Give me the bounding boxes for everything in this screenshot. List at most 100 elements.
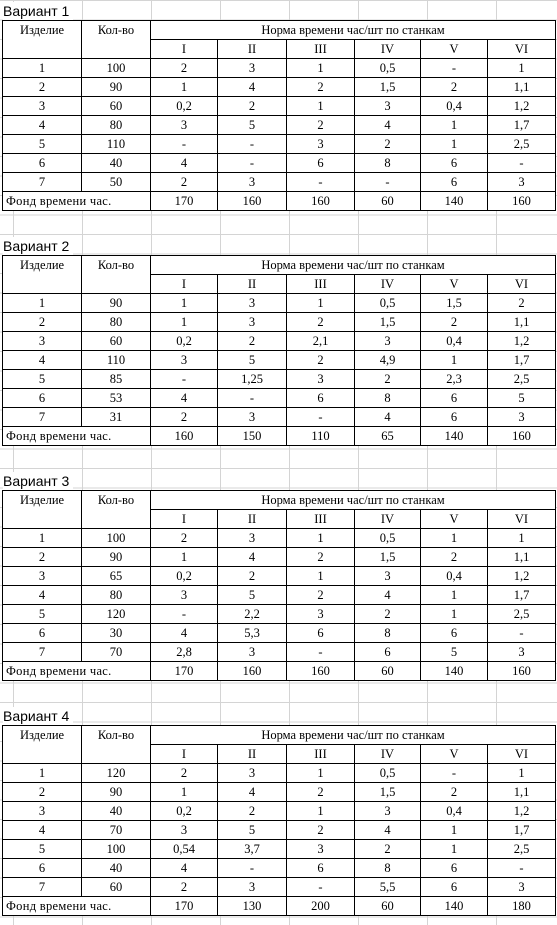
norm-cell[interactable]: 6 (420, 153, 488, 173)
header-machine-3[interactable]: III (286, 39, 355, 59)
norm-cell[interactable]: 6 (286, 153, 355, 173)
fund-cell[interactable]: 140 (420, 661, 488, 681)
fund-cell[interactable]: 140 (420, 896, 488, 916)
norm-cell[interactable]: 1 (286, 96, 355, 116)
header-machine-4[interactable]: IV (354, 509, 421, 529)
qty-cell[interactable]: 100 (81, 528, 151, 548)
norm-cell[interactable]: 4,9 (354, 350, 421, 370)
norm-cell[interactable]: 2 (217, 801, 287, 821)
qty-cell[interactable]: 100 (81, 58, 151, 78)
norm-cell[interactable]: 0,4 (420, 331, 488, 351)
norm-cell[interactable]: 3 (217, 172, 287, 192)
qty-cell[interactable]: 53 (81, 388, 151, 408)
header-qty[interactable]: Кол-во (81, 255, 151, 294)
norm-cell[interactable]: 6 (420, 623, 488, 643)
norm-cell[interactable]: 3 (487, 642, 556, 662)
fund-cell[interactable]: 160 (217, 191, 287, 211)
norm-cell[interactable]: - (150, 369, 218, 389)
norm-cell[interactable]: 1,2 (487, 96, 556, 116)
norm-cell[interactable]: - (286, 172, 355, 192)
norm-cell[interactable]: 3 (487, 877, 556, 897)
norm-cell[interactable]: 3 (286, 369, 355, 389)
norm-cell[interactable]: - (286, 407, 355, 427)
product-id-cell[interactable]: 5 (2, 369, 82, 389)
norm-cell[interactable]: 1,2 (487, 331, 556, 351)
norm-cell[interactable]: 1 (420, 604, 488, 624)
norm-cell[interactable]: 2 (150, 58, 218, 78)
norm-cell[interactable]: 2 (420, 782, 488, 802)
norm-cell[interactable]: 1 (286, 58, 355, 78)
norm-cell[interactable]: 5 (217, 820, 287, 840)
norm-cell[interactable]: 3 (286, 604, 355, 624)
norm-cell[interactable]: 2 (286, 312, 355, 332)
norm-cell[interactable]: 2 (217, 331, 287, 351)
norm-cell[interactable]: 4 (354, 407, 421, 427)
qty-cell[interactable]: 50 (81, 172, 151, 192)
product-id-cell[interactable]: 2 (2, 77, 82, 97)
product-id-cell[interactable]: 5 (2, 839, 82, 859)
qty-cell[interactable]: 110 (81, 350, 151, 370)
norm-cell[interactable]: 2 (286, 547, 355, 567)
header-qty[interactable]: Кол-во (81, 20, 151, 59)
product-id-cell[interactable]: 4 (2, 585, 82, 605)
fund-cell[interactable]: 110 (286, 426, 355, 446)
header-machine-1[interactable]: I (150, 509, 218, 529)
norm-cell[interactable]: 2 (354, 134, 421, 154)
product-id-cell[interactable]: 1 (2, 293, 82, 313)
product-id-cell[interactable]: 1 (2, 763, 82, 783)
product-id-cell[interactable]: 6 (2, 858, 82, 878)
norm-cell[interactable]: 4 (217, 77, 287, 97)
norm-cell[interactable]: 3 (217, 763, 287, 783)
norm-cell[interactable]: 0,4 (420, 801, 488, 821)
norm-cell[interactable]: 4 (354, 820, 421, 840)
norm-cell[interactable]: 3 (286, 839, 355, 859)
norm-cell[interactable]: 1,1 (487, 77, 556, 97)
product-id-cell[interactable]: 3 (2, 331, 82, 351)
norm-cell[interactable]: 3 (217, 312, 287, 332)
header-machine-5[interactable]: V (420, 509, 488, 529)
product-id-cell[interactable]: 4 (2, 350, 82, 370)
product-id-cell[interactable]: 2 (2, 547, 82, 567)
qty-cell[interactable]: 100 (81, 839, 151, 859)
norm-cell[interactable]: 6 (420, 388, 488, 408)
norm-cell[interactable]: 3 (150, 350, 218, 370)
qty-cell[interactable]: 90 (81, 782, 151, 802)
qty-cell[interactable]: 110 (81, 134, 151, 154)
header-machine-2[interactable]: II (217, 39, 287, 59)
norm-cell[interactable]: 2 (420, 547, 488, 567)
norm-cell[interactable]: 6 (420, 877, 488, 897)
qty-cell[interactable]: 85 (81, 369, 151, 389)
header-machine-1[interactable]: I (150, 274, 218, 294)
norm-cell[interactable]: 5,5 (354, 877, 421, 897)
header-machine-3[interactable]: III (286, 274, 355, 294)
header-machine-1[interactable]: I (150, 744, 218, 764)
norm-cell[interactable]: 1 (150, 293, 218, 313)
norm-cell[interactable]: 3 (217, 877, 287, 897)
norm-cell[interactable]: - (217, 388, 287, 408)
norm-cell[interactable]: 2 (286, 115, 355, 135)
qty-cell[interactable]: 40 (81, 801, 151, 821)
norm-cell[interactable]: 5 (217, 350, 287, 370)
header-machine-6[interactable]: VI (487, 744, 556, 764)
header-norm[interactable]: Норма времени час/шт по станкам (150, 725, 556, 745)
header-machine-2[interactable]: II (217, 509, 287, 529)
header-product[interactable]: Изделие (2, 255, 82, 294)
norm-cell[interactable]: 8 (354, 623, 421, 643)
qty-cell[interactable]: 60 (81, 331, 151, 351)
norm-cell[interactable]: 8 (354, 858, 421, 878)
header-machine-1[interactable]: I (150, 39, 218, 59)
product-id-cell[interactable]: 7 (2, 877, 82, 897)
fund-cell[interactable]: 200 (286, 896, 355, 916)
norm-cell[interactable]: 1 (420, 585, 488, 605)
norm-cell[interactable]: 1,1 (487, 782, 556, 802)
norm-cell[interactable]: 2 (354, 839, 421, 859)
product-id-cell[interactable]: 3 (2, 566, 82, 586)
qty-cell[interactable]: 80 (81, 312, 151, 332)
norm-cell[interactable]: 1,2 (487, 801, 556, 821)
product-id-cell[interactable]: 7 (2, 407, 82, 427)
norm-cell[interactable]: 0,5 (354, 763, 421, 783)
norm-cell[interactable]: 3 (354, 801, 421, 821)
norm-cell[interactable]: 1,5 (420, 293, 488, 313)
norm-cell[interactable]: 1 (150, 312, 218, 332)
qty-cell[interactable]: 60 (81, 877, 151, 897)
